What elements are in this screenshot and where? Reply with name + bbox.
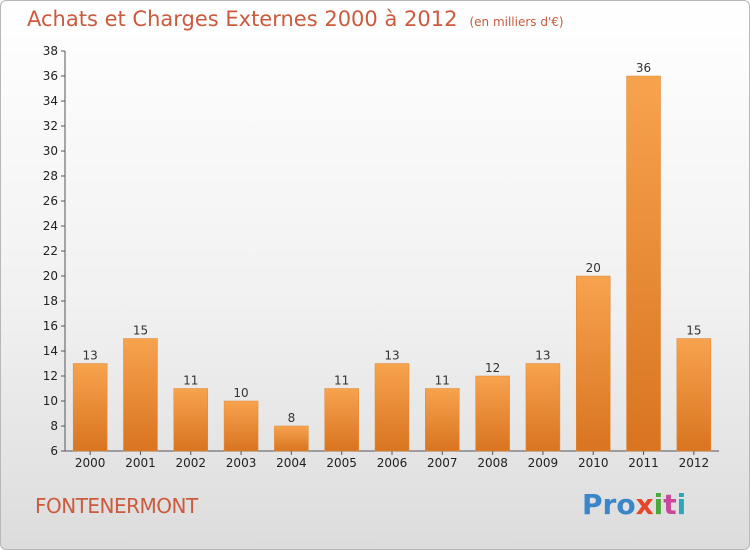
bar [173, 388, 209, 452]
bar-group [525, 363, 561, 452]
y-tick-label: 36 [43, 69, 58, 83]
x-tick-label: 2002 [175, 456, 206, 470]
bar [575, 275, 611, 452]
y-tick-label: 26 [43, 194, 58, 208]
y-tick-label: 34 [43, 94, 58, 108]
bar [425, 388, 460, 452]
bar-group [123, 338, 158, 452]
bar-value-label: 13 [535, 349, 550, 363]
bar [475, 375, 510, 452]
bar-value-label: 20 [586, 261, 601, 275]
bar-value-label: 8 [288, 411, 296, 425]
bar-group [223, 400, 259, 452]
bar-group [374, 363, 410, 452]
y-tick-label: 10 [43, 394, 58, 408]
bar [626, 75, 661, 452]
bar-group [676, 338, 712, 452]
y-tick-label: 8 [50, 419, 58, 433]
bar [223, 400, 259, 452]
y-tick-label: 18 [43, 294, 58, 308]
bar-value-label: 15 [686, 324, 701, 338]
proxiti-logo: Proxiti [582, 488, 686, 521]
x-tick-label: 2006 [377, 456, 408, 470]
bar-group [626, 75, 661, 452]
bar-group [425, 388, 460, 452]
bar-value-label: 10 [233, 386, 248, 400]
bar [374, 363, 410, 452]
bar-group [575, 275, 611, 452]
logo-part-1: Pro [582, 488, 636, 521]
x-tick-label: 2011 [628, 456, 659, 470]
bar-value-label: 13 [83, 349, 98, 363]
x-tick-label: 2004 [276, 456, 307, 470]
x-tick-label: 2000 [75, 456, 106, 470]
y-tick-label: 28 [43, 169, 58, 183]
y-tick-label: 20 [43, 269, 58, 283]
chart-value-labels: 13 15 11 10 8 11 13 11 12 13 20 36 15 [83, 61, 702, 425]
bar-value-label: 11 [183, 374, 198, 388]
bar [123, 338, 158, 452]
y-tick-label: 32 [43, 119, 58, 133]
y-tick-label: 38 [43, 44, 58, 58]
x-tick-label: 2003 [226, 456, 257, 470]
bar-group [72, 363, 108, 452]
chart-bars [72, 75, 712, 452]
bar-value-label: 15 [133, 324, 148, 338]
y-tick-label: 16 [43, 319, 58, 333]
bar [324, 388, 359, 452]
bar-value-label: 13 [384, 349, 399, 363]
x-tick-label: 2012 [679, 456, 710, 470]
bar-value-label: 11 [334, 374, 349, 388]
logo-part-3: i [653, 488, 664, 521]
chart-subtitle: (en milliers d'€) [469, 15, 564, 29]
town-name: FONTENERMONT [35, 494, 198, 518]
y-tick-label: 24 [43, 219, 58, 233]
x-tick-label: 2009 [528, 456, 559, 470]
bar-group [324, 388, 359, 452]
bar-value-label: 36 [636, 61, 651, 75]
y-tick-label: 12 [43, 369, 58, 383]
logo-part-4: t [663, 488, 677, 521]
bar-group [274, 425, 309, 452]
x-tick-label: 2005 [326, 456, 357, 470]
y-tick-label: 30 [43, 144, 58, 158]
bar-group [475, 375, 510, 452]
bar [72, 363, 108, 452]
x-tick-label: 2007 [427, 456, 458, 470]
chart-axes: 6 8 10 12 14 16 18 20 22 24 26 28 30 32 34 36 38 2000 2001… [43, 44, 719, 470]
chart-title: Achats et Charges Externes 2000 à 2012 (e… [27, 7, 564, 31]
bar [525, 363, 561, 452]
bar-value-label: 12 [485, 361, 500, 375]
y-tick-label: 14 [43, 344, 58, 358]
bar [274, 425, 309, 452]
chart-title-text: Achats et Charges Externes 2000 à 2012 [27, 7, 458, 31]
x-tick-label: 2010 [578, 456, 609, 470]
bar-value-label: 11 [435, 374, 450, 388]
x-tick-label: 2008 [477, 456, 508, 470]
y-tick-label: 22 [43, 244, 58, 258]
logo-part-5: i [676, 488, 687, 521]
bar-group [173, 388, 209, 452]
y-tick-label: 6 [50, 444, 58, 458]
bar [676, 338, 712, 452]
x-tick-label: 2001 [125, 456, 156, 470]
logo-part-2: x [635, 488, 654, 521]
